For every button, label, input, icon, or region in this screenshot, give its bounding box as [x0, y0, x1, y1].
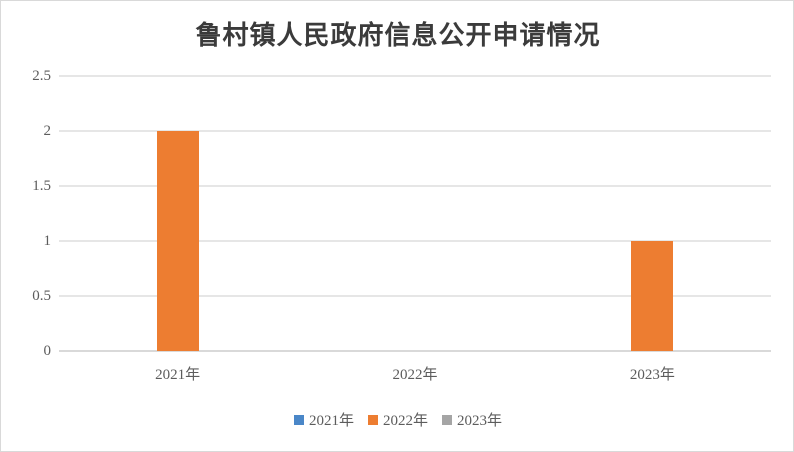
gridline: [59, 295, 771, 297]
legend-label: 2023年: [457, 413, 503, 429]
chart-legend: 2021年 2022年 2023年: [1, 409, 793, 430]
legend-swatch-icon: [367, 414, 378, 425]
bar-2021年[interactable]: [156, 131, 199, 351]
gridline: [59, 75, 771, 77]
y-axis-tick-label: 0.5: [32, 288, 51, 304]
y-axis-tick-label: 1: [43, 233, 52, 249]
y-axis-tick-label: 1.5: [32, 178, 51, 194]
x-axis-tick-label: 2022年: [392, 367, 438, 383]
gridline: [59, 350, 771, 352]
legend-item-2022年[interactable]: 2022年: [367, 409, 428, 430]
bar-2023年[interactable]: [631, 241, 674, 351]
legend-swatch-icon: [293, 414, 304, 425]
legend-item-2023年[interactable]: 2023年: [442, 409, 502, 430]
y-axis-tick-label: 2: [43, 123, 52, 139]
y-axis-tick-label: 2.5: [32, 68, 51, 84]
legend-item-2021年[interactable]: 2021年: [293, 409, 354, 430]
y-axis: 0 0.5 1 1.5 2 2.5: [1, 69, 52, 359]
x-axis: 2021年 2022年 2023年: [59, 363, 771, 389]
gridline: [59, 130, 771, 132]
x-axis-tick-label: 2023年: [629, 367, 675, 383]
gridline: [59, 185, 771, 187]
legend-label: 2022年: [382, 413, 428, 429]
gridline: [59, 240, 771, 242]
legend-swatch-icon: [442, 414, 452, 425]
x-axis-tick-label: 2021年: [155, 367, 201, 383]
y-axis-tick-label: 0: [43, 343, 52, 359]
chart-title: 鲁村镇人民政府信息公开申请情况: [195, 21, 601, 50]
plot-area: [59, 75, 771, 352]
legend-label: 2021年: [308, 413, 354, 429]
